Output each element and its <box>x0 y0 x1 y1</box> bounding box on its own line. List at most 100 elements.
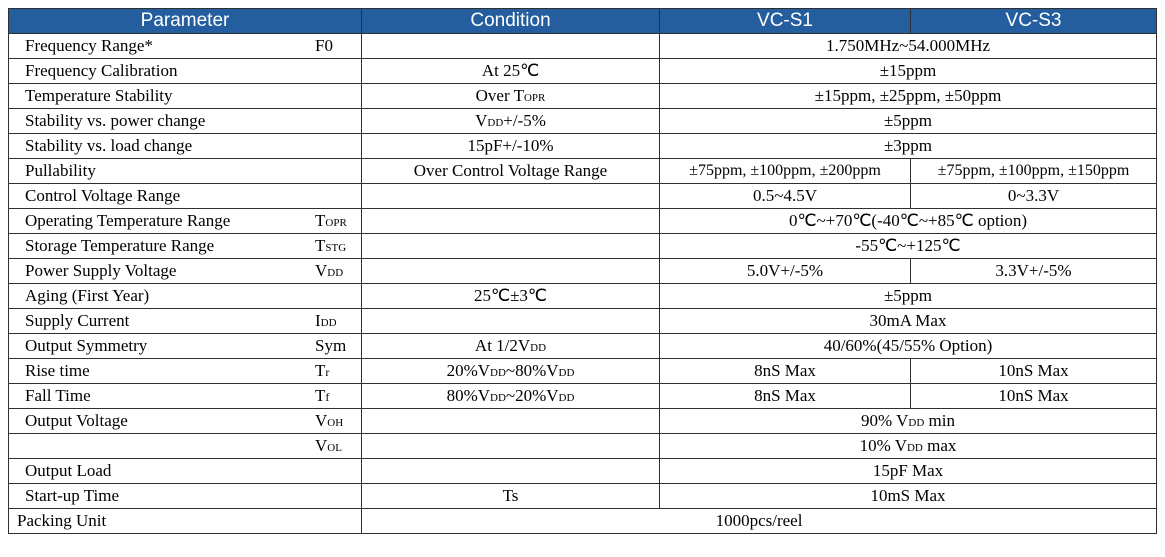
table-row: Frequency Calibration At 25℃ ±15ppm <box>8 58 1157 84</box>
param-cell: Output Symmetry Sym <box>8 333 362 359</box>
param-name: Output Symmetry <box>25 336 148 355</box>
value-cell-vc-s1: 8nS Max <box>659 383 911 409</box>
param-name: Control Voltage Range <box>25 186 181 205</box>
param-symbol: Sym <box>315 336 347 355</box>
table-row: Power Supply Voltage VDD 5.0V+/-5% 3.3V+/… <box>8 258 1157 284</box>
condition-text: V <box>475 111 488 130</box>
param-cell: Supply Current IDD <box>8 308 362 334</box>
param-name: Temperature Stability <box>25 86 173 105</box>
param-cell: Packing Unit <box>8 508 362 534</box>
param-cell: Start-up Time <box>8 483 362 509</box>
param-symbol: Tf <box>315 386 329 406</box>
param-cell: Storage Temperature Range TSTG <box>8 233 362 259</box>
condition-text: ~20%V <box>505 386 559 405</box>
param-symbol: Tr <box>315 361 329 381</box>
value-cell: 10% VDD max <box>659 433 1157 459</box>
condition-cell: VDD+/-5% <box>361 108 660 134</box>
condition-cell: 25℃±3℃ <box>361 283 660 309</box>
param-cell: VOL <box>8 433 362 459</box>
condition-cell: At 25℃ <box>361 58 660 84</box>
table-row: Packing Unit 1000pcs/reel <box>8 508 1157 534</box>
symbol-subscript: OL <box>327 442 342 454</box>
condition-cell: At 1/2VDD <box>361 333 660 359</box>
param-cell: Temperature Stability <box>8 83 362 109</box>
param-name: Start-up Time <box>25 486 119 505</box>
symbol-subscript: DD <box>327 267 344 279</box>
value-cell: ±5ppm <box>659 108 1157 134</box>
param-cell: Rise time Tr <box>8 358 362 384</box>
symbol-subscript: f <box>325 390 330 404</box>
symbol-main: V <box>315 411 328 430</box>
condition-cell <box>361 208 660 234</box>
condition-subscript: DD <box>487 117 504 129</box>
condition-cell: Ts <box>361 483 660 509</box>
symbol-subscript: DD <box>320 317 337 329</box>
value-cell: 0℃~+70℃(-40℃~+85℃ option) <box>659 208 1157 234</box>
condition-subscript: OPR <box>523 92 546 104</box>
param-symbol: F0 <box>315 36 333 55</box>
value-text: 90% V <box>861 411 909 430</box>
param-name: Output Voltage <box>25 411 128 430</box>
condition-cell: Over Control Voltage Range <box>361 158 660 184</box>
value-cell: -55℃~+125℃ <box>659 233 1157 259</box>
condition-text: At 1/2V <box>474 336 531 355</box>
param-symbol: VOL <box>315 436 342 456</box>
value-cell-vc-s3: 3.3V+/-5% <box>910 258 1157 284</box>
param-cell: Operating Temperature Range TOPR <box>8 208 362 234</box>
table-row: Start-up Time Ts 10mS Max <box>8 483 1157 509</box>
param-name: Fall Time <box>25 386 91 405</box>
condition-cell <box>361 408 660 434</box>
symbol-main: T <box>315 211 326 230</box>
condition-cell <box>361 33 660 59</box>
param-symbol: TOPR <box>315 211 347 231</box>
param-name: Frequency Range* <box>25 36 153 55</box>
symbol-subscript: OPR <box>325 217 347 229</box>
table-row: Pullability Over Control Voltage Range ±… <box>8 158 1157 184</box>
table-row: Stability vs. load change 15pF+/-10% ±3p… <box>8 133 1157 159</box>
param-symbol: VDD <box>315 261 343 281</box>
symbol-main: T <box>315 236 326 255</box>
condition-subscript: DD <box>490 367 506 379</box>
table-row: Rise time Tr 20%VDD~80%VDD 8nS Max 10nS M… <box>8 358 1157 384</box>
specification-table: Parameter Condition VC-S1 VC-S3 Frequenc… <box>8 8 1157 534</box>
param-cell: Power Supply Voltage VDD <box>8 258 362 284</box>
condition-cell <box>361 183 660 209</box>
value-cell: ±15ppm <box>659 58 1157 84</box>
condition-text: 20%V <box>446 361 491 380</box>
table-row: Control Voltage Range 0.5~4.5V 0~3.3V <box>8 183 1157 209</box>
param-cell: Aging (First Year) <box>8 283 362 309</box>
value-cell-vc-s1: ±75ppm, ±100ppm, ±200ppm <box>659 158 911 184</box>
condition-cell <box>361 433 660 459</box>
param-symbol: VOH <box>315 411 343 431</box>
condition-cell <box>361 258 660 284</box>
condition-subscript: DD <box>490 392 506 404</box>
value-subscript: DD <box>908 417 925 429</box>
header-vc-s3: VC-S3 <box>910 8 1157 34</box>
condition-cell <box>361 308 660 334</box>
param-cell: Frequency Range* F0 <box>8 33 362 59</box>
condition-cell: 80%VDD~20%VDD <box>361 383 660 409</box>
param-cell: Stability vs. load change <box>8 133 362 159</box>
condition-cell <box>361 233 660 259</box>
header-parameter: Parameter <box>8 8 362 34</box>
table-row: Frequency Range* F0 1.750MHz~54.000MHz <box>8 33 1157 59</box>
table-row: Operating Temperature Range TOPR 0℃~+70℃(… <box>8 208 1157 234</box>
value-cell: 1.750MHz~54.000MHz <box>659 33 1157 59</box>
param-cell: Stability vs. power change <box>8 108 362 134</box>
table-row: Output Symmetry Sym At 1/2VDD 40/60%(45/5… <box>8 333 1157 359</box>
param-cell: Fall Time Tf <box>8 383 362 409</box>
symbol-main: V <box>315 261 328 280</box>
condition-cell: 20%VDD~80%VDD <box>361 358 660 384</box>
condition-text-tail: +/-5% <box>503 111 546 130</box>
condition-cell <box>361 458 660 484</box>
table-row: Fall Time Tf 80%VDD~20%VDD 8nS Max 10nS M… <box>8 383 1157 409</box>
symbol-main: T <box>315 361 326 380</box>
table-header-row: Parameter Condition VC-S1 VC-S3 <box>8 8 1157 34</box>
param-symbol: IDD <box>315 311 337 331</box>
condition-text: Over T <box>475 86 524 105</box>
param-name: Aging (First Year) <box>25 286 150 305</box>
value-cell: 30mA Max <box>659 308 1157 334</box>
table-row: Supply Current IDD 30mA Max <box>8 308 1157 334</box>
param-name: Packing Unit <box>17 511 107 530</box>
param-name: Rise time <box>25 361 90 380</box>
